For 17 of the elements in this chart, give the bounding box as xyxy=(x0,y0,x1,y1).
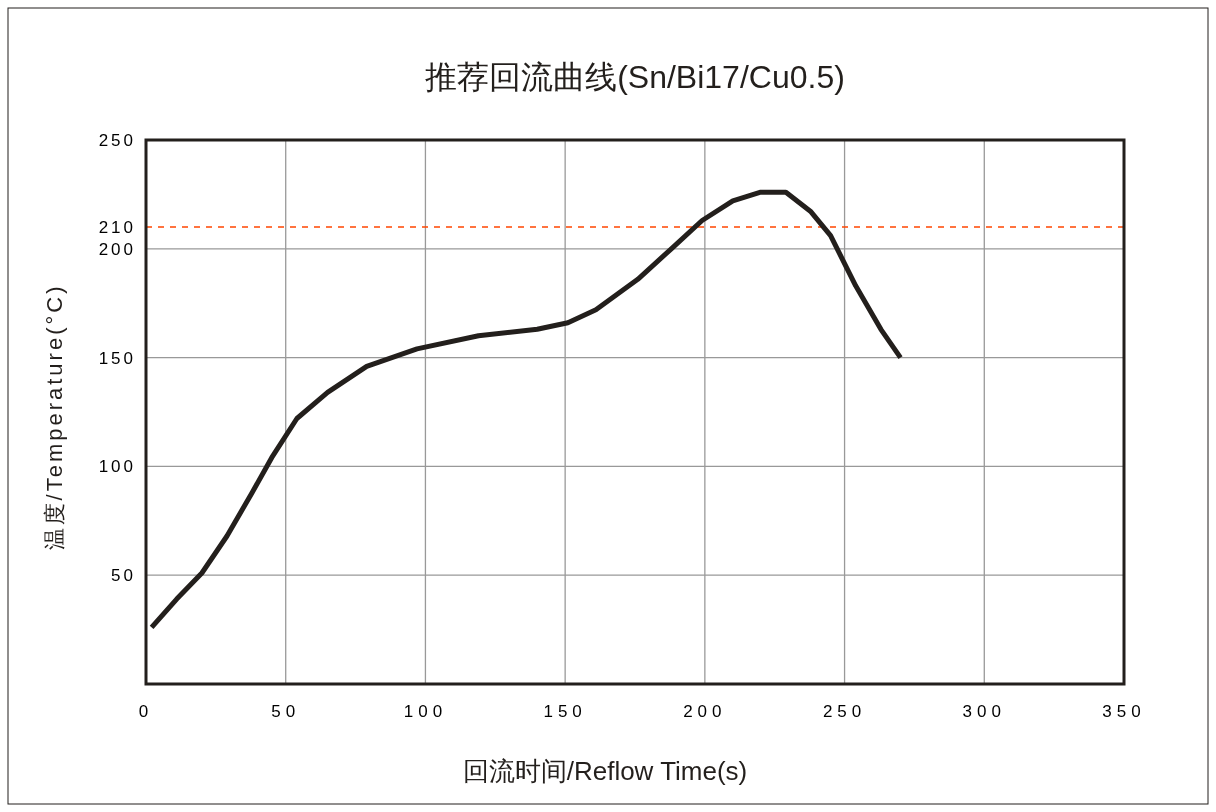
x-tick-label: 200 xyxy=(683,702,727,721)
x-tick-label: 350 xyxy=(1102,702,1146,721)
y-tick-label: 100 xyxy=(98,457,136,477)
y-tick-label: 250 xyxy=(98,131,136,150)
x-tick-label: 100 xyxy=(403,702,448,721)
x-axis-title: 回流时间/Reflow Time(s) xyxy=(462,756,748,786)
x-tick-label: 150 xyxy=(543,702,587,721)
x-tick-label: 0 xyxy=(138,702,154,721)
chart-title: 推荐回流曲线(Sn/Bi17/Cu0.5) xyxy=(425,59,845,95)
y-tick-label: 210 xyxy=(98,218,136,238)
x-tick-label: 250 xyxy=(822,702,867,721)
x-tick-label: 50 xyxy=(271,702,301,721)
y-tick-label: 200 xyxy=(98,239,136,259)
y-tick-label: 50 xyxy=(111,566,136,586)
y-axis-title: 温度/Temperature(°C) xyxy=(42,283,67,551)
y-tick-label: 150 xyxy=(98,348,136,368)
x-tick-label: 300 xyxy=(962,702,1006,721)
